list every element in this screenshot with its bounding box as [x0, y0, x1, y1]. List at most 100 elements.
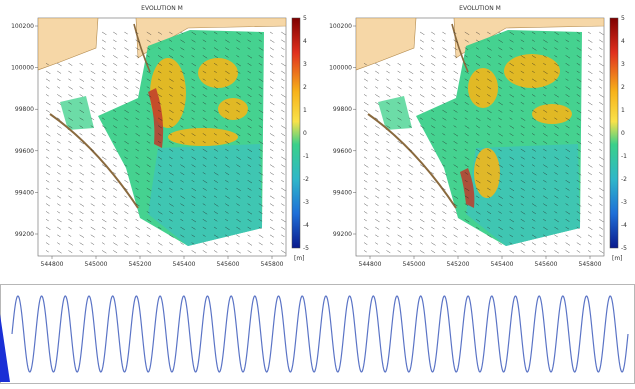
velocity-arrow [101, 226, 106, 230]
velocity-arrow [124, 250, 128, 253]
velocity-arrow [191, 242, 195, 245]
velocity-arrow [509, 70, 514, 74]
velocity-arrow [531, 180, 536, 183]
velocity-arrow [79, 125, 84, 128]
velocity-arrow [509, 102, 514, 105]
velocity-arrow [269, 39, 275, 43]
velocity-arrow [543, 125, 547, 128]
velocity-arrow [146, 187, 152, 191]
velocity-arrow [281, 94, 286, 98]
velocity-arrow [180, 141, 185, 144]
colorbar-tick-label: 1 [303, 107, 307, 114]
velocity-arrow [258, 226, 262, 229]
velocity-arrow [464, 187, 470, 191]
velocity-arrow [135, 195, 141, 199]
velocity-arrow [191, 156, 197, 160]
velocity-arrow [363, 242, 368, 245]
velocity-arrow [202, 219, 207, 222]
velocity-arrow [213, 164, 217, 167]
evolution-map-left: EVOLUTION M 544800 545000 545200 545400 54560… [0, 0, 318, 274]
velocity-arrow [554, 164, 559, 168]
velocity-arrow [101, 55, 105, 58]
velocity-arrow [45, 78, 50, 82]
velocity-arrow [57, 187, 62, 191]
velocity-arrow [419, 31, 425, 35]
velocity-arrow [475, 125, 480, 129]
velocity-arrow [169, 234, 174, 238]
velocity-arrow [453, 180, 458, 183]
velocity-arrow [453, 187, 457, 190]
velocity-arrow [408, 203, 413, 207]
velocity-arrow [281, 242, 285, 245]
velocity-arrow [520, 180, 526, 184]
velocity-arrow [247, 125, 252, 129]
velocity-arrow [520, 234, 524, 237]
velocity-arrow [258, 102, 262, 105]
velocity-arrow [135, 109, 140, 113]
velocity-arrow [180, 78, 185, 82]
velocity-arrow [45, 86, 50, 89]
velocity-arrow [397, 164, 401, 167]
velocity-arrow [587, 219, 591, 222]
velocity-arrow [543, 195, 548, 199]
velocity-arrow [419, 219, 425, 223]
velocity-arrow [213, 234, 219, 238]
deposition-patch [468, 68, 498, 108]
velocity-arrow [202, 55, 208, 59]
velocity-arrow [180, 39, 185, 43]
velocity-arrow [419, 234, 424, 238]
velocity-arrow [258, 195, 262, 198]
velocity-arrow [520, 226, 525, 230]
velocity-arrow [45, 141, 50, 144]
colorbar-tick-label: -3 [303, 199, 309, 206]
velocity-arrow [475, 148, 481, 152]
velocity-arrow [453, 219, 457, 222]
velocity-arrow [124, 172, 129, 176]
velocity-arrow [79, 164, 83, 167]
velocity-arrow [124, 102, 128, 105]
velocity-arrow [431, 250, 436, 254]
velocity-arrow [113, 195, 117, 199]
velocity-arrow [135, 125, 139, 128]
velocity-arrow [169, 109, 174, 113]
velocity-arrow [520, 78, 524, 81]
velocity-arrow [464, 234, 469, 238]
velocity-arrow [509, 148, 513, 151]
velocity-arrow [135, 102, 141, 106]
velocity-arrow [543, 180, 547, 183]
velocity-arrow [397, 78, 403, 82]
velocity-arrow [191, 125, 197, 129]
velocity-arrow [213, 148, 218, 152]
velocity-arrow [169, 31, 173, 35]
velocity-arrow [453, 117, 458, 121]
velocity-arrow [236, 156, 241, 160]
velocity-arrow [146, 102, 151, 105]
colorbar-tick-label: -5 [303, 245, 309, 252]
velocity-arrow [554, 55, 558, 58]
velocity-arrow [225, 195, 230, 199]
velocity-arrow [453, 70, 459, 74]
velocity-arrow [576, 250, 581, 253]
velocity-arrow [269, 55, 274, 58]
velocity-arrow [247, 63, 252, 66]
velocity-arrow [146, 133, 151, 137]
velocity-arrow [101, 133, 106, 137]
velocity-arrow [202, 172, 206, 175]
velocity-arrow [57, 203, 61, 206]
velocity-arrow [213, 63, 218, 66]
velocity-arrow [565, 156, 570, 160]
velocity-arrow [599, 94, 604, 98]
velocity-arrow [124, 180, 129, 183]
velocity-arrow [408, 109, 413, 113]
velocity-arrow [202, 94, 207, 98]
velocity-arrow [57, 250, 62, 254]
velocity-arrow [124, 187, 128, 191]
velocity-arrow [587, 63, 591, 66]
velocity-arrow [442, 258, 445, 260]
velocity-arrow [565, 180, 571, 184]
velocity-arrow [543, 86, 547, 89]
velocity-arrow [157, 219, 162, 222]
velocity-arrow [225, 172, 230, 176]
velocity-arrow [408, 94, 412, 97]
velocity-arrow [509, 63, 515, 67]
